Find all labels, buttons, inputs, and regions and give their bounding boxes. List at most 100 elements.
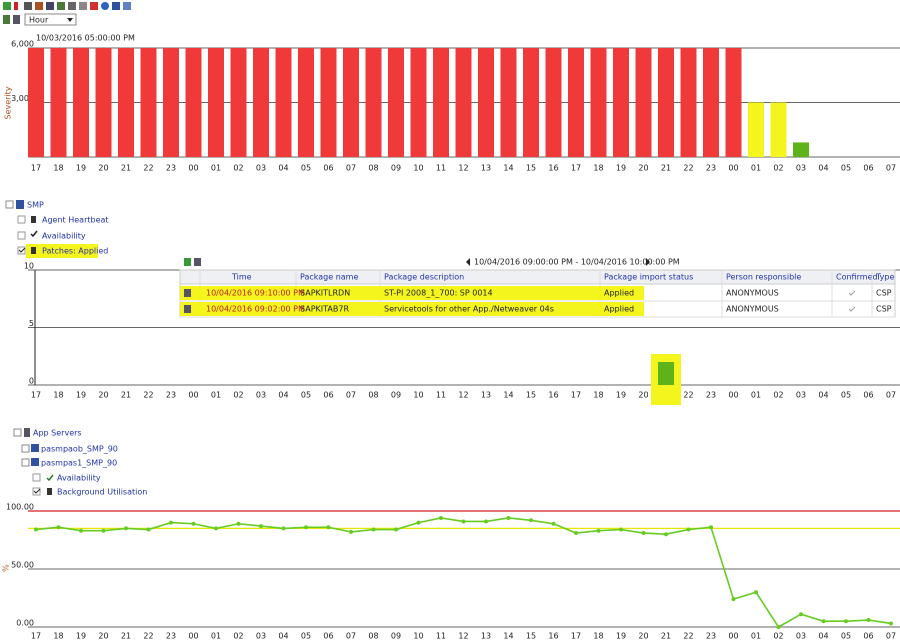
icon [24, 428, 30, 437]
x-tick-label: 02 [233, 164, 243, 173]
bar [253, 48, 269, 157]
icon [47, 488, 52, 495]
bar [410, 48, 427, 157]
x-tick-label: 23 [166, 391, 176, 400]
timestamp: 10/03/2016 05:00:00 PM [36, 34, 135, 43]
tree-item[interactable]: Agent Heartbeat [42, 216, 109, 225]
bar [635, 48, 652, 157]
x-tick-label: 22 [143, 391, 153, 400]
icon[interactable] [112, 2, 120, 10]
point [101, 528, 106, 533]
bar [725, 48, 742, 157]
icon[interactable] [35, 2, 43, 10]
x-tick-label: 09 [391, 632, 401, 641]
x-tick-label: 18 [593, 164, 603, 173]
point [281, 526, 286, 531]
x-tick-label: 03 [796, 164, 806, 173]
tree-item[interactable]: Availability [57, 474, 101, 483]
x-tick-label: 20 [638, 391, 648, 400]
icon[interactable] [3, 15, 10, 24]
bar [208, 48, 224, 157]
column-header: Package name [300, 273, 358, 282]
point [574, 531, 578, 536]
x-tick-label: 21 [121, 632, 131, 641]
x-tick-label: 19 [76, 164, 86, 173]
y-axis-title: % [2, 564, 11, 572]
x-tick-label: 01 [751, 632, 761, 641]
tree-title[interactable]: SMP [27, 201, 44, 210]
x-tick-label: 22 [143, 164, 153, 173]
x-tick-label: 23 [706, 632, 716, 641]
cell: ANONYMOUS [726, 305, 779, 314]
tree-title[interactable]: App Servers [33, 429, 82, 438]
x-tick-label: 03 [796, 632, 806, 641]
nav-next[interactable] [646, 258, 650, 266]
icon[interactable] [14, 2, 18, 10]
point [799, 612, 803, 617]
expander[interactable] [13, 428, 22, 437]
point [776, 625, 781, 629]
interval-dropdown[interactable] [24, 13, 77, 26]
x-tick-label: 04 [278, 632, 288, 641]
time-range: 10/04/2016 09:00:00 PM - 10/04/2016 10:0… [474, 258, 680, 267]
icon[interactable] [3, 2, 11, 10]
x-tick-label: 19 [616, 391, 626, 400]
x-tick-label: 10 [413, 632, 423, 641]
x-tick-label: 18 [593, 391, 603, 400]
cell: Servicetools for other App./Netweaver 04… [384, 305, 554, 314]
icon[interactable] [57, 2, 65, 10]
icon [184, 258, 191, 266]
cell: 10/04/2016 09:02:00 PM [206, 305, 305, 314]
expander[interactable] [21, 458, 30, 467]
point [664, 532, 668, 537]
x-tick-label: 19 [616, 164, 626, 173]
x-tick-label: 02 [233, 632, 243, 641]
table-header [179, 269, 896, 285]
x-tick-label: 20 [98, 391, 108, 400]
x-tick-label: 17 [571, 164, 581, 173]
icon[interactable] [123, 2, 131, 10]
x-tick-label: 09 [391, 391, 401, 400]
cell: SAPKITLRDN [300, 289, 350, 298]
server[interactable]: pasmpaob_SMP_90 [41, 445, 118, 454]
expander[interactable] [21, 444, 30, 453]
icon[interactable] [13, 15, 20, 24]
x-tick-label: 00 [188, 632, 198, 641]
x-tick-label: 21 [661, 164, 671, 173]
icon[interactable] [68, 2, 76, 10]
icon[interactable] [90, 2, 98, 10]
bar [590, 48, 607, 157]
point [371, 527, 376, 532]
x-tick-label: 21 [121, 164, 131, 173]
x-tick-label: 23 [166, 632, 176, 641]
cell: Applied [604, 289, 634, 298]
bar [455, 48, 472, 157]
icon[interactable] [24, 2, 32, 10]
checkbox[interactable] [17, 246, 26, 255]
x-tick-label: 02 [773, 164, 783, 173]
checkbox[interactable] [32, 473, 41, 482]
checkbox[interactable] [17, 215, 26, 224]
icon[interactable] [79, 2, 87, 10]
icon[interactable] [101, 2, 109, 10]
y-tick-label: 5 [29, 319, 34, 328]
point [709, 525, 713, 530]
bar [500, 48, 517, 157]
x-tick-label: 22 [143, 632, 153, 641]
x-tick-label: 13 [481, 164, 491, 173]
interval-value: Hour [29, 16, 49, 25]
icon[interactable] [46, 2, 54, 10]
x-tick-label: 22 [683, 391, 693, 400]
tree-item[interactable]: Patches: Applied [42, 247, 108, 256]
expander[interactable] [5, 200, 14, 209]
x-tick-label: 08 [368, 632, 378, 641]
server[interactable]: pasmpas1_SMP_90 [41, 459, 117, 468]
checkbox[interactable] [17, 231, 26, 240]
x-tick-label: 13 [481, 391, 491, 400]
nav-prev[interactable] [466, 258, 470, 266]
checkbox[interactable] [32, 487, 41, 496]
x-tick-label: 07 [886, 164, 896, 173]
x-tick-label: 22 [683, 164, 693, 173]
tree-item[interactable]: Background Utilisation [57, 488, 147, 497]
tree-item[interactable]: Availability [42, 232, 86, 241]
